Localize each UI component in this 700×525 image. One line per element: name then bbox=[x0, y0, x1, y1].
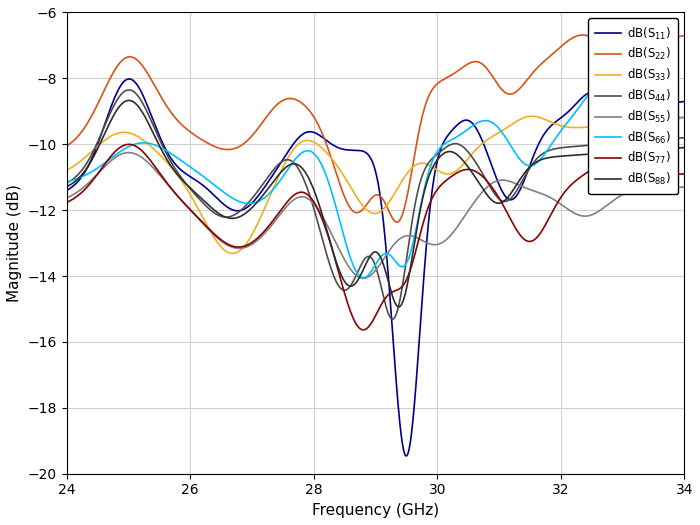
Line: dB(S$_{44}$): dB(S$_{44}$) bbox=[66, 90, 685, 319]
dB(S$_{22}$) bbox=[545, 54, 553, 60]
dB(S$_{77}$) bbox=[545, 214, 554, 220]
dB(S$_{88}$) bbox=[545, 154, 554, 161]
dB(S$_{33}$) bbox=[313, 141, 321, 147]
dB(S$_{88}$) bbox=[556, 153, 565, 160]
dB(S$_{33}$) bbox=[62, 167, 71, 174]
dB(S$_{77}$) bbox=[335, 271, 344, 278]
dB(S$_{77}$) bbox=[680, 171, 689, 177]
dB(S$_{88}$) bbox=[335, 267, 344, 274]
dB(S$_{11}$) bbox=[62, 187, 71, 194]
dB(S$_{22}$) bbox=[680, 33, 689, 39]
dB(S$_{77}$) bbox=[125, 141, 133, 148]
dB(S$_{33}$) bbox=[228, 250, 237, 257]
dB(S$_{33}$) bbox=[125, 130, 134, 136]
Line: dB(S$_{22}$): dB(S$_{22}$) bbox=[66, 35, 685, 222]
dB(S$_{22}$) bbox=[556, 44, 564, 50]
dB(S$_{88}$) bbox=[126, 98, 134, 104]
dB(S$_{77}$) bbox=[126, 141, 134, 148]
dB(S$_{66}$) bbox=[359, 275, 368, 281]
dB(S$_{44}$) bbox=[126, 87, 134, 93]
dB(S$_{55}$) bbox=[556, 201, 565, 207]
dB(S$_{11}$) bbox=[402, 453, 410, 459]
dB(S$_{66}$) bbox=[487, 119, 496, 125]
dB(S$_{88}$) bbox=[680, 144, 689, 151]
dB(S$_{11}$) bbox=[125, 76, 133, 82]
dB(S$_{66}$) bbox=[335, 214, 343, 220]
dB(S$_{66}$) bbox=[556, 129, 564, 135]
dB(S$_{11}$) bbox=[488, 163, 496, 170]
dB(S$_{77}$) bbox=[359, 327, 368, 333]
dB(S$_{77}$) bbox=[62, 199, 71, 205]
dB(S$_{66}$) bbox=[545, 145, 553, 151]
dB(S$_{55}$) bbox=[545, 194, 554, 200]
dB(S$_{66}$) bbox=[125, 143, 134, 149]
dB(S$_{44}$) bbox=[389, 316, 397, 322]
dB(S$_{44}$) bbox=[488, 187, 496, 193]
dB(S$_{22}$) bbox=[393, 219, 401, 225]
dB(S$_{22}$) bbox=[62, 143, 71, 149]
dB(S$_{33}$) bbox=[556, 122, 565, 129]
dB(S$_{11}$) bbox=[545, 124, 554, 131]
dB(S$_{11}$) bbox=[680, 98, 689, 104]
dB(S$_{11}$) bbox=[313, 131, 321, 137]
Line: dB(S$_{55}$): dB(S$_{55}$) bbox=[66, 153, 685, 278]
dB(S$_{55}$) bbox=[62, 195, 71, 201]
Y-axis label: Magnitude (dB): Magnitude (dB) bbox=[7, 184, 22, 302]
dB(S$_{22}$) bbox=[579, 32, 587, 38]
dB(S$_{22}$) bbox=[335, 177, 343, 184]
Line: dB(S$_{66}$): dB(S$_{66}$) bbox=[66, 76, 685, 278]
dB(S$_{77}$) bbox=[313, 204, 321, 211]
dB(S$_{55}$) bbox=[124, 150, 132, 156]
dB(S$_{55}$) bbox=[313, 205, 321, 211]
dB(S$_{33}$) bbox=[545, 118, 554, 124]
dB(S$_{44}$) bbox=[556, 145, 565, 151]
dB(S$_{88}$) bbox=[125, 97, 133, 103]
dB(S$_{77}$) bbox=[556, 195, 565, 201]
Line: dB(S$_{88}$): dB(S$_{88}$) bbox=[66, 100, 685, 307]
dB(S$_{11}$) bbox=[556, 115, 565, 121]
dB(S$_{33}$) bbox=[680, 115, 689, 121]
Legend: dB(S$_{11}$), dB(S$_{22}$), dB(S$_{33}$), dB(S$_{44}$), dB(S$_{55}$), dB(S$_{66}: dB(S$_{11}$), dB(S$_{22}$), dB(S$_{33}$)… bbox=[588, 18, 678, 194]
dB(S$_{77}$) bbox=[488, 184, 496, 191]
dB(S$_{22}$) bbox=[125, 54, 134, 60]
dB(S$_{44}$) bbox=[313, 216, 321, 223]
Line: dB(S$_{33}$): dB(S$_{33}$) bbox=[66, 116, 685, 254]
dB(S$_{44}$) bbox=[125, 87, 133, 93]
dB(S$_{88}$) bbox=[394, 304, 402, 310]
dB(S$_{33}$) bbox=[528, 113, 536, 119]
dB(S$_{11}$) bbox=[126, 76, 134, 82]
dB(S$_{66}$) bbox=[312, 153, 321, 159]
dB(S$_{55}$) bbox=[680, 184, 689, 190]
Line: dB(S$_{77}$): dB(S$_{77}$) bbox=[66, 144, 685, 330]
dB(S$_{88}$) bbox=[313, 195, 321, 202]
dB(S$_{44}$) bbox=[680, 134, 689, 141]
dB(S$_{11}$) bbox=[335, 145, 344, 151]
dB(S$_{55}$) bbox=[359, 275, 368, 281]
dB(S$_{66}$) bbox=[62, 179, 71, 185]
X-axis label: Frequency (GHz): Frequency (GHz) bbox=[312, 503, 439, 518]
dB(S$_{44}$) bbox=[545, 147, 554, 153]
dB(S$_{55}$) bbox=[335, 246, 344, 253]
dB(S$_{88}$) bbox=[488, 197, 496, 204]
Line: dB(S$_{11}$): dB(S$_{11}$) bbox=[66, 79, 685, 456]
dB(S$_{44}$) bbox=[62, 180, 71, 186]
dB(S$_{22}$) bbox=[312, 118, 321, 124]
dB(S$_{66}$) bbox=[680, 114, 689, 121]
dB(S$_{33}$) bbox=[487, 134, 496, 140]
dB(S$_{66}$) bbox=[607, 73, 615, 79]
dB(S$_{55}$) bbox=[126, 150, 134, 156]
dB(S$_{22}$) bbox=[487, 71, 496, 78]
dB(S$_{44}$) bbox=[335, 284, 344, 290]
dB(S$_{55}$) bbox=[488, 180, 496, 186]
dB(S$_{88}$) bbox=[62, 183, 71, 190]
dB(S$_{33}$) bbox=[335, 166, 344, 172]
